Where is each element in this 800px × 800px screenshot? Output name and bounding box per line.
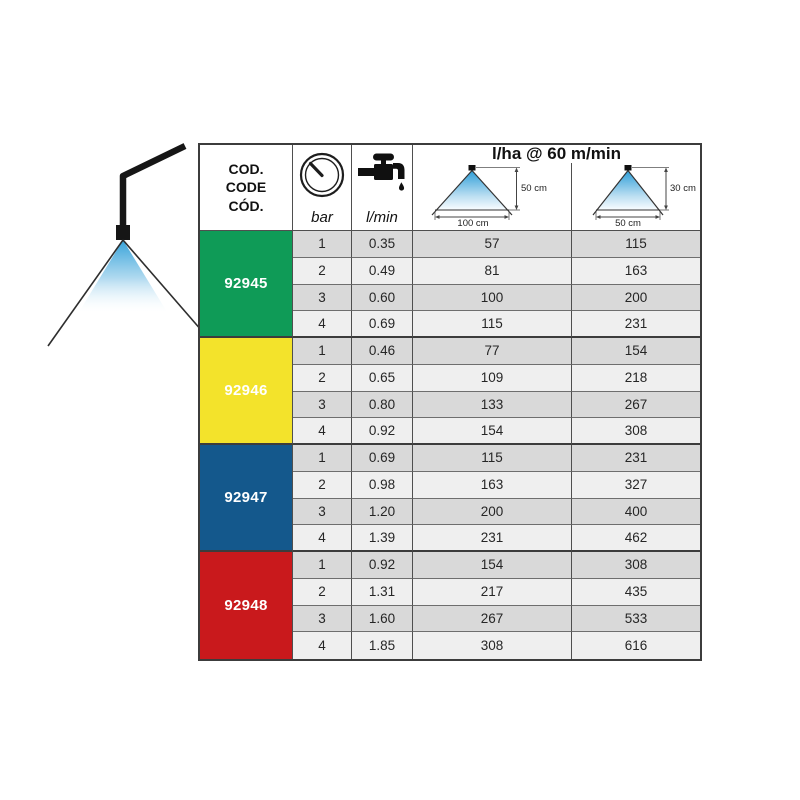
rate-50-cell: 267 bbox=[572, 391, 700, 419]
code-column-header: COD. CODE CÓD. bbox=[200, 145, 293, 231]
rate-100-cell: 100 bbox=[413, 284, 572, 312]
flow-cell: 0.92 bbox=[352, 552, 413, 579]
bar-cell: 4 bbox=[293, 525, 352, 552]
gauge-icon bbox=[299, 152, 345, 198]
rate-title: l/ha @ 60 m/min bbox=[491, 144, 621, 163]
rate-100-cell: 115 bbox=[413, 311, 572, 338]
rate-50-cell: 163 bbox=[572, 257, 700, 285]
rate-50-cell: 200 bbox=[572, 284, 700, 312]
bar-cell: 3 bbox=[293, 391, 352, 419]
flow-cell: 0.65 bbox=[352, 364, 413, 392]
code-cell: 92947 bbox=[200, 445, 293, 552]
rate-100-cell: 133 bbox=[413, 391, 572, 419]
spray-diagram-100cm: 50 cm 100 cm bbox=[413, 163, 572, 231]
spray-edge-left bbox=[47, 239, 124, 347]
rate-100-cell: 308 bbox=[413, 632, 572, 659]
spray-nozzle-illustration bbox=[47, 143, 216, 347]
rate-50-cell: 231 bbox=[572, 311, 700, 338]
rate-100-cell: 267 bbox=[413, 605, 572, 633]
flow-cell: 1.39 bbox=[352, 525, 413, 552]
rate-50-cell: 400 bbox=[572, 498, 700, 526]
code-cell: 92945 bbox=[200, 231, 293, 338]
rate-50-cell: 616 bbox=[572, 632, 700, 659]
bar-cell: 2 bbox=[293, 578, 352, 606]
height-dimension-label: 30 cm bbox=[670, 183, 696, 194]
bar-cell: 2 bbox=[293, 471, 352, 499]
flow-cell: 0.49 bbox=[352, 257, 413, 285]
flow-cell: 0.80 bbox=[352, 391, 413, 419]
bar-cell: 1 bbox=[293, 338, 352, 365]
bar-cell: 2 bbox=[293, 364, 352, 392]
rate-100-cell: 200 bbox=[413, 498, 572, 526]
flow-cell: 0.69 bbox=[352, 445, 413, 472]
flow-unit-label: l/min bbox=[366, 209, 398, 226]
flow-column-header: l/min bbox=[352, 145, 413, 231]
code-header-line: CODE bbox=[225, 179, 267, 196]
spray-diagram-50cm-graphic bbox=[592, 165, 669, 220]
rate-50-cell: 115 bbox=[572, 231, 700, 258]
rate-50-cell: 462 bbox=[572, 525, 700, 552]
bar-cell: 4 bbox=[293, 311, 352, 338]
nozzle-body bbox=[116, 225, 130, 240]
rate-100-cell: 154 bbox=[413, 552, 572, 579]
rate-100-cell: 163 bbox=[413, 471, 572, 499]
bar-cell: 1 bbox=[293, 445, 352, 472]
flow-cell: 0.69 bbox=[352, 311, 413, 338]
spray-diagram-50cm: 30 cm 50 cm bbox=[572, 163, 700, 231]
rate-100-cell: 231 bbox=[413, 525, 572, 552]
pressure-column-header: bar bbox=[293, 145, 352, 231]
bar-cell: 3 bbox=[293, 498, 352, 526]
rate-50-cell: 308 bbox=[572, 552, 700, 579]
spray-cone bbox=[71, 240, 175, 325]
flow-cell: 1.31 bbox=[352, 578, 413, 606]
rate-100-cell: 154 bbox=[413, 418, 572, 445]
bar-cell: 2 bbox=[293, 257, 352, 285]
rate-50-cell: 327 bbox=[572, 471, 700, 499]
code-header-line: COD. bbox=[228, 161, 264, 178]
bar-cell: 1 bbox=[293, 231, 352, 258]
height-dimension-label: 50 cm bbox=[521, 183, 547, 194]
rate-50-cell: 218 bbox=[572, 364, 700, 392]
flow-cell: 0.60 bbox=[352, 284, 413, 312]
product-table: COD. CODE CÓD. bar l/min l/ha @ 60 m/min bbox=[198, 143, 702, 661]
flow-cell: 0.98 bbox=[352, 471, 413, 499]
flow-cell: 1.60 bbox=[352, 605, 413, 633]
rate-50-cell: 154 bbox=[572, 338, 700, 365]
pressure-unit-label: bar bbox=[311, 209, 333, 226]
rate-100-cell: 81 bbox=[413, 257, 572, 285]
rate-columns-header: l/ha @ 60 m/min bbox=[413, 144, 700, 231]
spray-diagrams: 50 cm 100 cm bbox=[413, 163, 700, 231]
bar-cell: 4 bbox=[293, 418, 352, 445]
flow-cell: 0.35 bbox=[352, 231, 413, 258]
rate-50-cell: 308 bbox=[572, 418, 700, 445]
spray-diagram-100cm-graphic bbox=[431, 165, 520, 220]
rate-100-cell: 109 bbox=[413, 364, 572, 392]
code-cell: 92946 bbox=[200, 338, 293, 445]
rate-100-cell: 217 bbox=[413, 578, 572, 606]
flow-cell: 1.85 bbox=[352, 632, 413, 659]
rate-100-cell: 77 bbox=[413, 338, 572, 365]
rate-50-cell: 435 bbox=[572, 578, 700, 606]
flow-cell: 1.20 bbox=[352, 498, 413, 526]
bar-cell: 3 bbox=[293, 284, 352, 312]
bar-cell: 3 bbox=[293, 605, 352, 633]
flow-cell: 0.46 bbox=[352, 338, 413, 365]
flow-cell: 0.92 bbox=[352, 418, 413, 445]
rate-50-cell: 533 bbox=[572, 605, 700, 633]
rate-100-cell: 57 bbox=[413, 231, 572, 258]
code-cell: 92948 bbox=[200, 552, 293, 659]
tap-icon bbox=[358, 153, 405, 191]
rate-100-cell: 115 bbox=[413, 445, 572, 472]
bar-cell: 4 bbox=[293, 632, 352, 659]
width-dimension-label: 100 cm bbox=[457, 218, 489, 229]
bar-cell: 1 bbox=[293, 552, 352, 579]
width-dimension-label: 50 cm bbox=[615, 218, 641, 229]
nozzle-tube bbox=[119, 143, 187, 230]
rate-50-cell: 231 bbox=[572, 445, 700, 472]
code-header-line: CÓD. bbox=[228, 197, 264, 214]
